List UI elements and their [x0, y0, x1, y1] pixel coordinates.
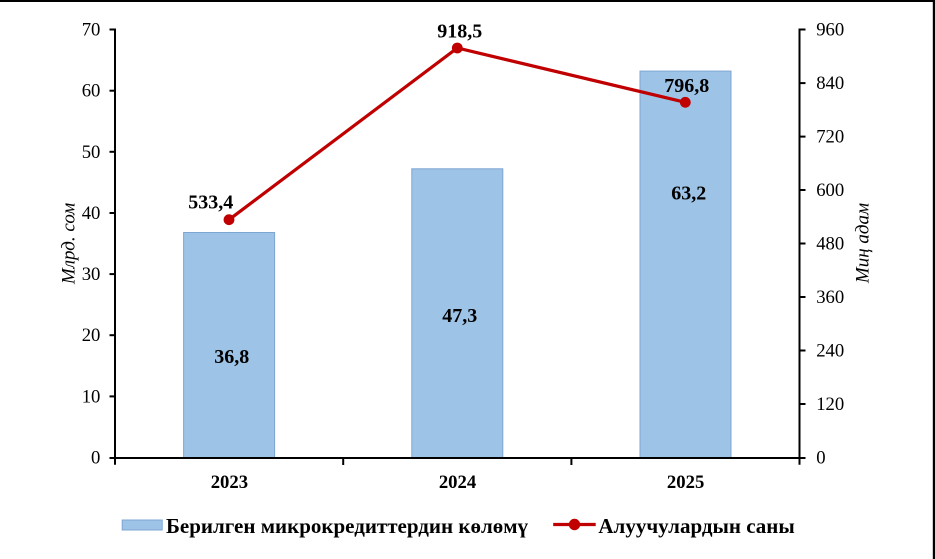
svg-text:120: 120: [816, 394, 844, 415]
svg-text:20: 20: [82, 325, 101, 346]
svg-text:40: 40: [82, 203, 101, 224]
svg-text:2024: 2024: [439, 472, 476, 493]
svg-text:600: 600: [816, 180, 844, 201]
svg-text:480: 480: [816, 234, 844, 255]
svg-text:0: 0: [816, 448, 825, 469]
svg-text:63,2: 63,2: [671, 182, 706, 204]
svg-text:Берилген микрокредиттердин кө: Берилген микрокредиттердин көлөмү: [166, 514, 529, 538]
svg-text:960: 960: [816, 20, 844, 41]
svg-text:533,4: 533,4: [188, 191, 233, 213]
svg-text:240: 240: [816, 341, 844, 362]
svg-text:70: 70: [82, 20, 101, 41]
svg-text:2023: 2023: [211, 472, 248, 493]
svg-text:30: 30: [82, 264, 101, 285]
svg-text:360: 360: [816, 287, 844, 308]
svg-text:Миң адам: Миң адам: [852, 203, 873, 284]
svg-text:36,8: 36,8: [214, 346, 249, 368]
svg-text:0: 0: [91, 448, 100, 469]
svg-text:Млрд. сом: Млрд. сом: [59, 203, 80, 285]
svg-text:918,5: 918,5: [437, 21, 482, 43]
svg-text:840: 840: [816, 73, 844, 94]
svg-text:2025: 2025: [667, 472, 704, 493]
svg-text:796,8: 796,8: [664, 75, 709, 97]
svg-text:Алуучулардын саны: Алуучулардын саны: [598, 514, 794, 538]
svg-text:47,3: 47,3: [442, 305, 477, 327]
svg-text:60: 60: [82, 81, 101, 102]
svg-text:50: 50: [82, 142, 101, 163]
svg-text:720: 720: [816, 127, 844, 148]
svg-text:10: 10: [82, 386, 101, 407]
